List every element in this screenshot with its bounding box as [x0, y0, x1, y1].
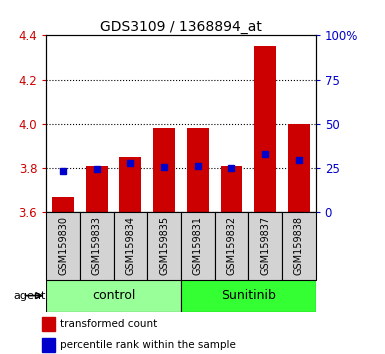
Text: Sunitinib: Sunitinib	[221, 289, 276, 302]
Bar	[42, 316, 55, 331]
Bar	[114, 212, 147, 280]
Bar	[46, 212, 80, 280]
Text: control: control	[92, 289, 135, 302]
Bar	[254, 46, 276, 212]
Bar	[215, 212, 248, 280]
Bar	[153, 129, 175, 212]
Bar	[86, 166, 108, 212]
Bar	[119, 157, 141, 212]
Text: GSM159831: GSM159831	[193, 216, 203, 275]
Bar	[46, 280, 181, 312]
Bar	[42, 338, 55, 352]
Text: GSM159837: GSM159837	[260, 216, 270, 275]
Text: percentile rank within the sample: percentile rank within the sample	[60, 340, 236, 350]
Text: transformed count: transformed count	[60, 319, 157, 329]
Bar	[181, 212, 215, 280]
Bar	[80, 212, 114, 280]
Text: GSM159838: GSM159838	[294, 216, 304, 275]
Text: GSM159834: GSM159834	[126, 216, 136, 275]
Text: GSM159830: GSM159830	[58, 216, 68, 275]
Bar	[248, 212, 282, 280]
Text: GSM159833: GSM159833	[92, 216, 102, 275]
Bar	[181, 280, 316, 312]
Bar	[288, 124, 310, 212]
Bar	[52, 197, 74, 212]
Text: GSM159832: GSM159832	[226, 216, 236, 275]
Bar	[221, 166, 243, 212]
Text: agent: agent	[14, 291, 46, 301]
Text: GSM159835: GSM159835	[159, 216, 169, 275]
Bar	[147, 212, 181, 280]
Bar	[187, 129, 209, 212]
Bar	[282, 212, 316, 280]
Title: GDS3109 / 1368894_at: GDS3109 / 1368894_at	[100, 21, 262, 34]
